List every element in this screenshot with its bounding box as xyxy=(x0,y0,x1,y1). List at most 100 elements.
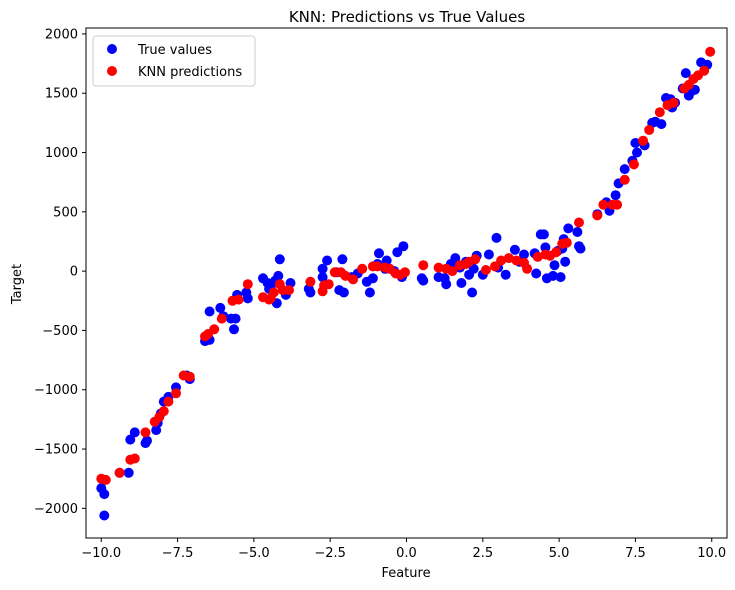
knn-prediction-point-55 xyxy=(511,255,522,266)
y-tick-label: 1000 xyxy=(45,146,78,161)
true-value-point-89 xyxy=(549,260,560,271)
x-tick-label: 5.0 xyxy=(549,546,570,561)
true-value-point-71 xyxy=(467,287,478,298)
y-axis-ticks: −2000 −1500 −1000 −500 0 500 1000 1500 2000 xyxy=(34,27,86,517)
knn-prediction-point-5 xyxy=(140,427,151,438)
y-tick-label: −1000 xyxy=(34,383,78,398)
true-value-point-1 xyxy=(99,489,110,500)
true-value-point-24 xyxy=(230,313,241,324)
true-value-point-61 xyxy=(418,275,429,286)
true-value-point-45 xyxy=(337,254,348,265)
true-value-point-88 xyxy=(548,270,558,281)
true-value-point-27 xyxy=(242,293,253,304)
plot-points xyxy=(96,46,716,521)
knn-prediction-point-4 xyxy=(129,453,140,464)
true-value-point-79 xyxy=(509,244,520,255)
knn-prediction-point-43 xyxy=(418,260,429,271)
y-tick-label: −1500 xyxy=(34,443,78,458)
knn-prediction-point-81 xyxy=(705,46,716,57)
legend-marker-true-values xyxy=(107,44,117,54)
true-value-point-57 xyxy=(392,247,403,258)
x-tick-label: 0.0 xyxy=(396,546,417,561)
y-tick-label: 2000 xyxy=(45,27,78,42)
y-tick-label: −500 xyxy=(42,324,78,339)
true-value-point-86 xyxy=(540,242,551,253)
true-value-point-59 xyxy=(398,241,409,252)
knn-prediction-point-1 xyxy=(100,474,111,485)
true-value-point-68 xyxy=(456,278,467,288)
knn-prediction-point-19 xyxy=(242,279,253,290)
true-value-point-6 xyxy=(129,427,140,438)
true-value-point-19 xyxy=(204,306,215,317)
knn-prediction-point-73 xyxy=(654,107,665,118)
knn-prediction-point-18 xyxy=(233,294,244,305)
x-tick-label: 10.0 xyxy=(697,546,726,561)
knn-prediction-point-35 xyxy=(357,263,368,274)
true-value-point-106 xyxy=(630,138,641,148)
x-tick-label: −2.5 xyxy=(314,546,346,561)
x-axis-title: Feature xyxy=(381,566,430,581)
true-value-point-20 xyxy=(215,302,226,313)
knn-prediction-point-12 xyxy=(184,371,195,382)
knn-prediction-point-2 xyxy=(114,467,125,478)
knn-prediction-point-72 xyxy=(644,125,655,135)
true-value-point-23 xyxy=(229,324,239,335)
knn-prediction-point-65 xyxy=(592,210,603,221)
knn-prediction-point-9 xyxy=(163,396,174,407)
knn-prediction-point-57 xyxy=(522,263,533,274)
true-value-point-66 xyxy=(450,253,461,264)
y-tick-label: 500 xyxy=(53,205,78,220)
true-value-point-95 xyxy=(563,223,574,234)
knn-prediction-point-23 xyxy=(268,287,279,298)
true-value-point-51 xyxy=(367,273,378,284)
true-value-point-81 xyxy=(519,249,529,260)
true-value-point-94 xyxy=(560,256,571,267)
true-value-point-40 xyxy=(317,272,328,283)
y-tick-label: 0 xyxy=(70,265,78,280)
true-value-point-5 xyxy=(125,434,136,445)
knn-prediction-point-8 xyxy=(158,406,169,417)
true-value-point-72 xyxy=(468,263,479,274)
knn-prediction-point-68 xyxy=(612,199,623,210)
knn-prediction-point-33 xyxy=(340,270,351,281)
true-value-point-50 xyxy=(364,287,375,298)
x-tick-label: −10.0 xyxy=(81,546,121,561)
plot-frame xyxy=(85,27,728,539)
true-value-point-104 xyxy=(619,164,630,175)
x-tick-label: 7.5 xyxy=(625,546,646,561)
knn-prediction-point-53 xyxy=(496,255,507,266)
true-value-point-78 xyxy=(500,269,511,280)
knn-prediction-point-50 xyxy=(470,254,481,265)
knn-prediction-point-54 xyxy=(503,253,514,264)
y-tick-label: −2000 xyxy=(34,502,78,517)
legend-marker-knn-predictions xyxy=(107,66,117,76)
true-value-point-2 xyxy=(99,510,110,521)
true-value-point-96 xyxy=(572,227,583,237)
true-value-point-107 xyxy=(632,147,642,158)
true-value-point-102 xyxy=(610,190,621,201)
legend-label-knn-predictions: KNN predictions xyxy=(138,65,242,80)
true-value-point-117 xyxy=(680,68,691,79)
x-axis-ticks: −10.0 −7.5 −5.0 −2.5 0.0 2.5 5.0 7.5 10.0 xyxy=(81,538,726,561)
knn-prediction-point-63 xyxy=(561,237,572,248)
true-value-point-91 xyxy=(555,272,566,283)
knn-prediction-point-16 xyxy=(216,313,227,324)
true-value-point-39 xyxy=(305,287,316,298)
knn-prediction-point-34 xyxy=(348,274,359,285)
true-value-point-53 xyxy=(374,248,384,259)
true-value-point-75 xyxy=(483,249,494,260)
x-tick-label: −7.5 xyxy=(162,546,194,561)
knn-prediction-point-37 xyxy=(372,261,383,272)
true-value-point-64 xyxy=(441,279,452,290)
knn-prediction-point-42 xyxy=(400,267,410,278)
knn-prediction-point-51 xyxy=(480,265,491,275)
knn-prediction-point-71 xyxy=(638,135,649,146)
true-value-point-4 xyxy=(123,467,134,478)
knn-prediction-point-27 xyxy=(305,276,316,287)
y-axis-title: Target xyxy=(10,264,25,305)
knn-prediction-point-75 xyxy=(668,97,679,108)
knn-prediction-point-70 xyxy=(628,159,639,170)
chart-title: KNN: Predictions vs True Values xyxy=(289,8,525,26)
knn-prediction-point-15 xyxy=(209,324,220,335)
